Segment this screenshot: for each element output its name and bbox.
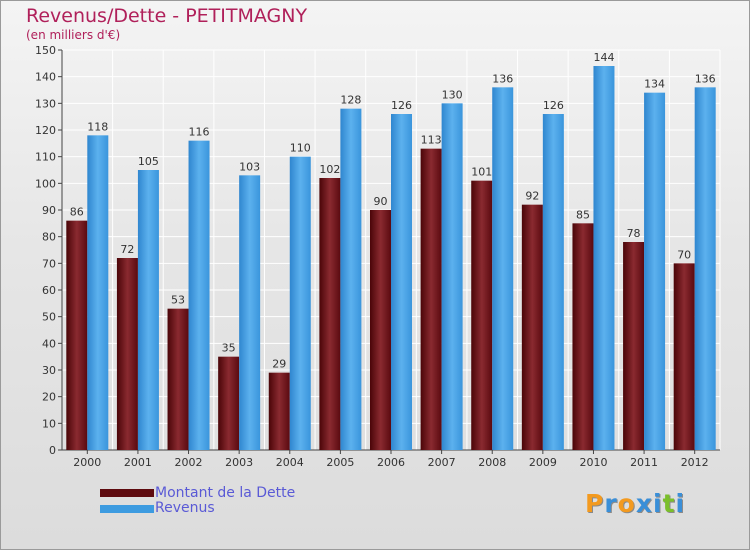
axes: 0 10 20 30 40 50 60 70 80 90 100 110 120 130 140 150 200… — [35, 44, 720, 469]
bar-dette — [116, 258, 138, 450]
bar-dette — [420, 148, 442, 450]
logo-letter: i — [675, 489, 686, 518]
data-label: 105 — [138, 155, 159, 168]
data-label: 90 — [374, 195, 388, 208]
bar-revenus — [340, 108, 362, 451]
x-tick-label: 2000 — [73, 456, 101, 469]
data-label: 136 — [492, 72, 513, 85]
y-tick-label: 50 — [42, 311, 56, 324]
y-tick-label: 130 — [35, 97, 56, 110]
legend-label-revenus: Revenus — [155, 500, 215, 516]
data-label: 85 — [576, 208, 590, 221]
data-label: 102 — [319, 163, 340, 176]
logo-letter: r — [604, 489, 618, 518]
chart-subtitle: (en milliers d'€) — [26, 28, 121, 42]
data-label: 72 — [120, 243, 134, 256]
x-tick-label: 2002 — [175, 456, 203, 469]
data-labels: 86 118 72 105 53 116 35 103 29 110 102 128 90 126 113 1… — [70, 51, 716, 371]
bar-dette — [268, 372, 290, 450]
data-label: 113 — [421, 134, 442, 147]
logo-letter: t — [662, 489, 676, 518]
data-label: 130 — [442, 88, 463, 101]
bar-revenus — [644, 92, 666, 451]
bar-dette — [471, 180, 493, 450]
bar-dette — [572, 223, 594, 450]
data-label: 78 — [627, 227, 641, 240]
x-tick-label: 2003 — [225, 456, 253, 469]
y-tick-label: 40 — [42, 337, 56, 350]
data-label: 134 — [644, 78, 665, 91]
data-label: 86 — [70, 206, 84, 219]
bar-revenus — [542, 114, 564, 450]
data-label: 126 — [391, 99, 412, 112]
data-label: 29 — [272, 358, 286, 371]
data-label: 136 — [695, 72, 716, 85]
legend-label-dette: Montant de la Dette — [155, 485, 296, 501]
x-tick-label: 2005 — [326, 456, 354, 469]
bar-dette — [623, 242, 645, 450]
x-tick-label: 2011 — [630, 456, 658, 469]
y-tick-label: 110 — [35, 151, 56, 164]
bar-revenus — [441, 103, 463, 450]
y-tick-label: 100 — [35, 177, 56, 190]
data-label: 126 — [543, 99, 564, 112]
bars — [66, 66, 716, 451]
y-tick-label: 80 — [42, 231, 56, 244]
logo-letter: i — [653, 489, 663, 518]
data-label: 103 — [239, 160, 260, 173]
proxiti-logo: Proxiti — [585, 489, 685, 518]
data-label: 92 — [525, 190, 539, 203]
x-tick-label: 2010 — [579, 456, 607, 469]
data-label: 53 — [171, 294, 185, 307]
y-tick-label: 10 — [42, 417, 56, 430]
data-label: 118 — [87, 120, 108, 133]
x-tick-label: 2012 — [681, 456, 709, 469]
y-tick-label: 140 — [35, 71, 56, 84]
logo-letter: x — [635, 489, 653, 518]
bar-revenus — [289, 156, 311, 450]
x-tick-label: 2007 — [428, 456, 456, 469]
legend-swatch-dette — [100, 489, 154, 497]
y-tick-label: 0 — [49, 444, 56, 457]
bar-revenus — [137, 170, 159, 450]
x-tick-label: 2006 — [377, 456, 405, 469]
bar-revenus — [492, 87, 514, 450]
data-label: 144 — [593, 51, 614, 64]
y-tick-label: 30 — [42, 364, 56, 377]
y-tick-label: 60 — [42, 284, 56, 297]
x-tick-label: 2004 — [276, 456, 304, 469]
x-tick-label: 2009 — [529, 456, 557, 469]
data-label: 101 — [471, 166, 492, 179]
chart-title: Revenus/Dette - PETITMAGNY — [26, 5, 308, 27]
y-tick-label: 90 — [42, 204, 56, 217]
y-tick-label: 20 — [42, 391, 56, 404]
data-label: 70 — [677, 248, 691, 261]
logo-letter: P — [585, 489, 605, 518]
logo-letter: o — [617, 489, 636, 518]
data-label: 110 — [290, 142, 311, 155]
bar-revenus — [391, 114, 412, 450]
x-tick-label: 2001 — [124, 456, 152, 469]
y-tick-label: 150 — [35, 44, 56, 57]
bar-revenus — [239, 175, 261, 451]
legend-swatch-revenus — [100, 505, 154, 513]
data-label: 128 — [340, 94, 361, 107]
bar-dette — [167, 308, 189, 450]
x-tick-label: 2008 — [478, 456, 506, 469]
bar-dette — [370, 210, 391, 450]
bar-dette — [673, 263, 695, 450]
data-label: 35 — [222, 342, 236, 355]
bar-dette — [66, 220, 88, 450]
bar-revenus — [694, 87, 716, 450]
bar-dette — [218, 356, 240, 450]
bar-revenus — [188, 140, 210, 450]
bar-revenus — [593, 66, 615, 450]
y-tick-label: 70 — [42, 257, 56, 270]
bar-dette — [319, 178, 341, 450]
bar-dette — [521, 204, 543, 450]
data-label: 116 — [189, 126, 210, 139]
bar-revenus — [87, 135, 109, 451]
y-tick-label: 120 — [35, 124, 56, 137]
